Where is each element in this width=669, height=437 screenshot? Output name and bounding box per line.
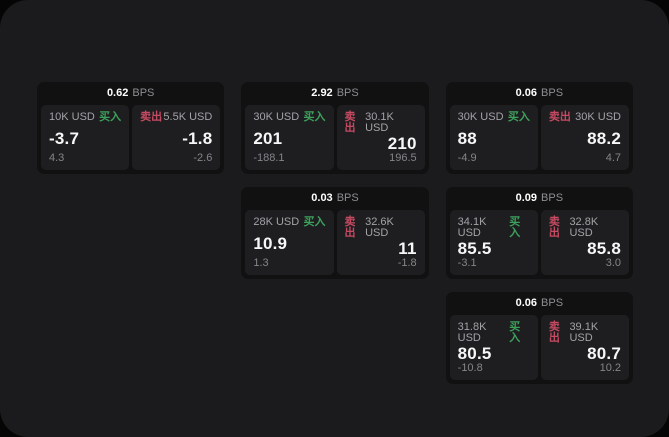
bps-header: 0.06 BPS xyxy=(446,82,633,105)
bps-header: 0.06 BPS xyxy=(446,292,633,315)
sell-quote-tile[interactable]: 卖出 39.1K USD 80.7 10.2 xyxy=(540,315,629,380)
sell-price: 80.7 xyxy=(587,344,621,363)
quote-tiles: 10K USD 买入 -3.7 4.3 卖出 5.5K USD -1.8 xyxy=(37,105,224,174)
buy-quote-tile[interactable]: 28K USD 买入 10.9 1.3 xyxy=(245,210,334,275)
buy-amount: 31.8K USD xyxy=(457,321,487,344)
buy-side-label: 买入 xyxy=(99,111,122,123)
sell-delta: 10.2 xyxy=(599,362,621,374)
bps-value: 0.06 xyxy=(515,297,538,309)
buy-quote-tile[interactable]: 10K USD 买入 -3.7 4.3 xyxy=(41,105,130,170)
bps-value: 0.06 xyxy=(515,87,538,99)
quote-tiles: 30K USD 买入 88 -4.9 卖出 30K USD 88.2 4 xyxy=(446,105,633,174)
sell-quote-tile[interactable]: 卖出 32.6K USD 11 -1.8 xyxy=(336,210,425,275)
buy-quote-tile[interactable]: 30K USD 买入 88 -4.9 xyxy=(449,105,538,170)
quote-tiles: 28K USD 买入 10.9 1.3 卖出 32.6K USD 11 xyxy=(241,210,428,279)
bps-header: 0.62 BPS xyxy=(37,82,224,105)
sell-price: 210 xyxy=(387,134,417,153)
bps-unit-label: BPS xyxy=(541,192,564,204)
bps-unit-label: BPS xyxy=(132,87,155,99)
bps-unit-label: BPS xyxy=(541,87,564,99)
sell-price: 85.8 xyxy=(587,239,621,258)
buy-delta: -10.8 xyxy=(457,362,483,374)
sell-amount: 32.6K USD xyxy=(365,216,394,239)
buy-delta: -3.1 xyxy=(457,257,477,269)
buy-quote-tile[interactable]: 34.1K USD 买入 85.5 -3.1 xyxy=(449,210,538,275)
sell-delta: 4.7 xyxy=(605,152,621,164)
sell-delta: -2.6 xyxy=(193,152,213,164)
sell-delta: 3.0 xyxy=(605,257,621,269)
buy-delta: -4.9 xyxy=(457,152,477,164)
buy-price: 88 xyxy=(457,128,477,148)
quote-card-6: 0.06 BPS 31.8K USD 买入 80.5 -10.8 卖出 xyxy=(445,292,633,384)
sell-amount: 32.8K USD xyxy=(569,216,599,239)
sell-price: -1.8 xyxy=(182,128,213,148)
sell-amount: 30K USD xyxy=(575,111,621,123)
buy-delta: 1.3 xyxy=(253,257,269,269)
quote-card-grid: 0.62 BPS 10K USD 买入 -3.7 4.3 卖出 xyxy=(37,82,633,384)
buy-price: 80.5 xyxy=(457,344,492,363)
buy-side-label: 买入 xyxy=(509,321,521,344)
sell-quote-tile[interactable]: 卖出 32.8K USD 85.8 3.0 xyxy=(540,210,629,275)
buy-amount: 30K USD xyxy=(457,111,504,123)
buy-amount: 10K USD xyxy=(49,111,95,123)
sell-side-label: 卖出 xyxy=(548,216,560,239)
buy-price: 85.5 xyxy=(457,239,492,258)
buy-side-label: 买入 xyxy=(507,111,530,123)
sell-quote-tile[interactable]: 卖出 30K USD 88.2 4.7 xyxy=(540,105,629,170)
sell-quote-tile[interactable]: 卖出 30.1K USD 210 196.5 xyxy=(336,105,425,170)
sell-side-label: 卖出 xyxy=(344,216,356,239)
buy-quote-tile[interactable]: 30K USD 买入 201 -188.1 xyxy=(245,105,334,170)
quote-tiles: 30K USD 买入 201 -188.1 卖出 30.1K USD 210 xyxy=(241,105,428,174)
bps-value: 2.92 xyxy=(311,87,333,99)
buy-price: 10.9 xyxy=(253,233,288,253)
sell-delta: -1.8 xyxy=(397,257,417,269)
quote-card-5: 0.09 BPS 34.1K USD 买入 85.5 -3.1 卖出 xyxy=(445,187,633,279)
bps-value: 0.62 xyxy=(106,87,129,99)
sell-side-label: 卖出 xyxy=(140,111,163,123)
buy-quote-tile[interactable]: 31.8K USD 买入 80.5 -10.8 xyxy=(449,315,538,380)
bps-header: 2.92 BPS xyxy=(241,82,428,105)
sell-price: 88.2 xyxy=(587,128,621,148)
sell-amount: 5.5K USD xyxy=(163,111,213,123)
bps-unit-label: BPS xyxy=(336,87,359,99)
bps-value: 0.03 xyxy=(311,192,333,204)
sell-quote-tile[interactable]: 卖出 5.5K USD -1.8 -2.6 xyxy=(132,105,221,170)
buy-delta: 4.3 xyxy=(49,152,65,164)
quote-tiles: 34.1K USD 买入 85.5 -3.1 卖出 32.8K USD 85.8 xyxy=(446,210,633,279)
bps-unit-label: BPS xyxy=(336,192,359,204)
quote-card-3: 0.06 BPS 30K USD 买入 88 -4.9 卖出 xyxy=(445,82,633,174)
sell-side-label: 卖出 xyxy=(344,111,356,134)
buy-price: -3.7 xyxy=(49,128,80,148)
sell-amount: 30.1K USD xyxy=(365,111,394,134)
buy-side-label: 买入 xyxy=(303,111,326,123)
sell-amount: 39.1K USD xyxy=(569,321,599,344)
bps-header: 0.09 BPS xyxy=(446,187,633,210)
quote-tiles: 31.8K USD 买入 80.5 -10.8 卖出 39.1K USD 80.… xyxy=(446,315,633,384)
sell-price: 11 xyxy=(398,239,417,258)
buy-amount: 34.1K USD xyxy=(457,216,487,239)
bps-unit-label: BPS xyxy=(541,297,564,309)
bps-header: 0.03 BPS xyxy=(241,187,428,210)
buy-side-label: 买入 xyxy=(303,216,326,228)
bps-value: 0.09 xyxy=(515,192,538,204)
sell-side-label: 卖出 xyxy=(548,111,571,123)
quote-card-2: 2.92 BPS 30K USD 买入 201 -188.1 卖出 xyxy=(241,82,429,174)
buy-amount: 30K USD xyxy=(253,111,300,123)
buy-amount: 28K USD xyxy=(253,216,300,228)
buy-delta: -188.1 xyxy=(253,152,285,164)
sell-delta: 196.5 xyxy=(389,152,417,164)
buy-side-label: 买入 xyxy=(509,216,521,239)
buy-price: 201 xyxy=(253,128,283,148)
quote-card-1: 0.62 BPS 10K USD 买入 -3.7 4.3 卖出 xyxy=(37,82,225,174)
quote-card-4: 0.03 BPS 28K USD 买入 10.9 1.3 卖出 xyxy=(241,187,429,279)
sell-side-label: 卖出 xyxy=(548,321,560,344)
